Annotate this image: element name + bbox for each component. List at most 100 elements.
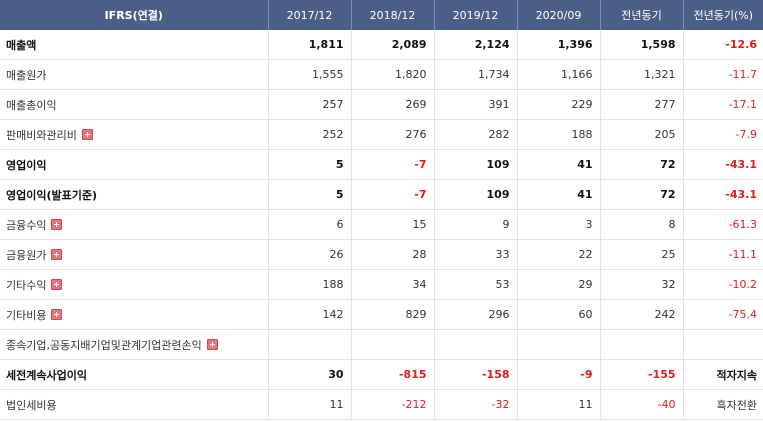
value-cell: 33	[434, 239, 518, 270]
value-cell: -17.1	[683, 89, 763, 120]
value-cell: 25	[600, 239, 684, 270]
value-cell: 15	[351, 209, 435, 240]
value-cell: -7	[351, 179, 435, 210]
expand-plus-icon[interactable]	[51, 308, 63, 320]
row-label-cell[interactable]: 기타수익	[0, 269, 269, 300]
row-label: 법인세비용	[6, 398, 57, 412]
row-label-cell: 매출원가	[0, 59, 269, 90]
value-cell: 9	[434, 209, 518, 240]
table-row: 종속기업,공동지배기업및관계기업관련손익	[0, 329, 763, 360]
row-label-cell: 영업이익(발표기준)	[0, 179, 269, 210]
row-label-cell: 영업이익	[0, 149, 269, 180]
row-label-cell: 세전계속사업이익	[0, 359, 269, 390]
value-cell: 1,166	[517, 59, 601, 90]
value-cell: -815	[351, 359, 435, 390]
table-row: 세전계속사업이익 30 -815 -158 -9 -155 적자지속	[0, 359, 763, 390]
table-row: 매출액 1,811 2,089 2,124 1,396 1,598 -12.6	[0, 30, 763, 60]
row-label-cell[interactable]: 기타비용	[0, 299, 269, 330]
value-cell: -11.1	[683, 239, 763, 270]
value-cell: -43.1	[683, 149, 763, 180]
value-cell: 72	[600, 179, 684, 210]
value-cell: -155	[600, 359, 684, 390]
value-cell: -158	[434, 359, 518, 390]
value-cell: -11.7	[683, 59, 763, 90]
value-cell: 60	[517, 299, 601, 330]
expand-plus-icon[interactable]	[81, 128, 93, 140]
value-cell: 277	[600, 89, 684, 120]
value-cell: -75.4	[683, 299, 763, 330]
header-2018-12: 2018/12	[351, 0, 435, 30]
value-cell: 8	[600, 209, 684, 240]
row-label: 매출액	[6, 38, 37, 52]
value-cell	[351, 329, 435, 360]
value-cell: 34	[351, 269, 435, 300]
value-cell: 3	[517, 209, 601, 240]
row-label: 영업이익	[6, 158, 47, 172]
expand-plus-icon[interactable]	[51, 248, 63, 260]
row-label-cell[interactable]: 금융수익	[0, 209, 269, 240]
row-label-cell: 법인세비용	[0, 389, 269, 420]
value-cell	[434, 329, 518, 360]
table-row: 법인세비용 11 -212 -32 11 -40 흑자전환	[0, 389, 763, 420]
value-cell: -40	[600, 389, 684, 420]
value-cell: 109	[434, 179, 518, 210]
value-cell: 53	[434, 269, 518, 300]
value-cell: 22	[517, 239, 601, 270]
value-cell: 829	[351, 299, 435, 330]
value-cell: -9	[517, 359, 601, 390]
value-cell: 188	[268, 269, 352, 300]
row-label: 종속기업,공동지배기업및관계기업관련손익	[6, 338, 202, 352]
value-cell: -43.1	[683, 179, 763, 210]
value-cell: 5	[268, 179, 352, 210]
table-row: 매출원가 1,555 1,820 1,734 1,166 1,321 -11.7	[0, 59, 763, 90]
value-cell: 142	[268, 299, 352, 330]
value-cell: 188	[517, 119, 601, 150]
expand-plus-icon[interactable]	[51, 218, 63, 230]
value-cell: 2,089	[351, 30, 435, 60]
header-row: IFRS(연결) 2017/12 2018/12 2019/12 2020/09…	[0, 0, 763, 30]
row-label: 기타수익	[6, 278, 47, 292]
table-row: 기타수익 188 34 53 29 32 -10.2	[0, 269, 763, 300]
header-2020-09: 2020/09	[517, 0, 601, 30]
value-cell: 11	[268, 389, 352, 420]
value-cell: 1,321	[600, 59, 684, 90]
value-cell: 41	[517, 149, 601, 180]
value-cell: 29	[517, 269, 601, 300]
value-cell: 252	[268, 119, 352, 150]
value-cell: 391	[434, 89, 518, 120]
value-cell: 242	[600, 299, 684, 330]
expand-plus-icon[interactable]	[206, 338, 218, 350]
value-cell: 흑자전환	[683, 389, 763, 420]
value-cell: 41	[517, 179, 601, 210]
value-cell: 11	[517, 389, 601, 420]
row-label-cell[interactable]: 금융원가	[0, 239, 269, 270]
header-ifrs: IFRS(연결)	[0, 0, 269, 30]
table-row: 판매비와관리비 252 276 282 188 205 -7.9	[0, 119, 763, 150]
row-label: 영업이익(발표기준)	[6, 188, 98, 202]
value-cell: 30	[268, 359, 352, 390]
header-2017-12: 2017/12	[268, 0, 352, 30]
value-cell: -7	[351, 149, 435, 180]
value-cell	[683, 329, 763, 360]
value-cell: 229	[517, 89, 601, 120]
row-label: 금융수익	[6, 218, 47, 232]
table-row: 매출총이익 257 269 391 229 277 -17.1	[0, 89, 763, 120]
value-cell: 5	[268, 149, 352, 180]
header-prev-period-pct: 전년동기(%)	[683, 0, 763, 30]
row-label-cell[interactable]: 판매비와관리비	[0, 119, 269, 150]
header-prev-period: 전년동기	[600, 0, 684, 30]
value-cell: 1,820	[351, 59, 435, 90]
value-cell	[268, 329, 352, 360]
expand-plus-icon[interactable]	[51, 278, 63, 290]
value-cell: 1,396	[517, 30, 601, 60]
row-label-cell[interactable]: 종속기업,공동지배기업및관계기업관련손익	[0, 329, 269, 360]
value-cell: 1,598	[600, 30, 684, 60]
value-cell: -212	[351, 389, 435, 420]
value-cell: 28	[351, 239, 435, 270]
value-cell: 296	[434, 299, 518, 330]
value-cell: 72	[600, 149, 684, 180]
value-cell: -32	[434, 389, 518, 420]
value-cell	[517, 329, 601, 360]
value-cell: 1,811	[268, 30, 352, 60]
